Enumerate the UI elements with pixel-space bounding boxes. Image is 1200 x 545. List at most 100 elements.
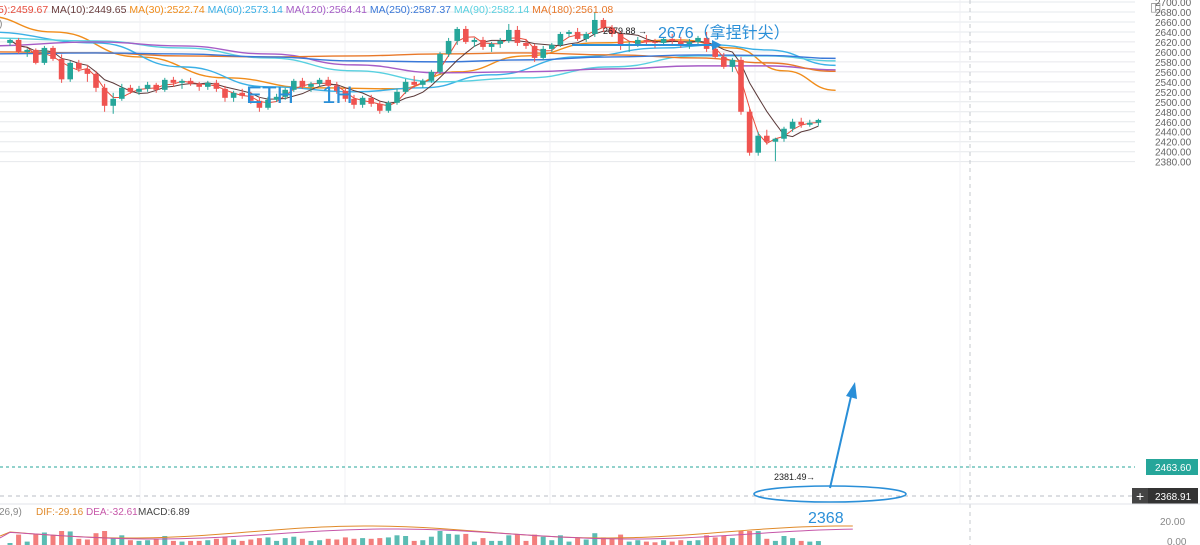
candle-body [635, 39, 641, 44]
macd-bar [506, 535, 512, 545]
price-axis[interactable]: 2700.002680.002660.002640.002620.002600.… [1155, 0, 1192, 169]
candle [617, 30, 624, 50]
candle-body [316, 79, 323, 84]
candle-body [308, 83, 314, 87]
macd-bar [454, 534, 460, 545]
legend-item-1: MA(10):2449.65 [51, 4, 129, 16]
candle [368, 94, 374, 107]
ma-line [0, 37, 836, 83]
macd-bar [67, 531, 73, 545]
macd-bar [575, 538, 581, 545]
candle [755, 131, 761, 156]
macd-bar [437, 531, 443, 545]
macd-bar [618, 534, 624, 545]
macd-bar [403, 536, 409, 545]
candle-body [230, 92, 237, 98]
candle-body [196, 83, 202, 87]
candle-body [24, 49, 30, 52]
candle-body [566, 31, 572, 34]
macd-bar [342, 537, 348, 545]
macd-bar [686, 540, 692, 545]
macd-bar [325, 538, 331, 545]
timeframe-label: 1H [322, 82, 353, 109]
candle [781, 126, 787, 142]
macd-bar [196, 540, 202, 545]
candle [566, 29, 572, 37]
candle [764, 129, 770, 145]
candle [153, 82, 159, 93]
macd-bar [798, 540, 804, 545]
macd-bar [489, 540, 495, 545]
legend-left-clip: ) [0, 18, 3, 30]
candle [488, 41, 495, 52]
candle-body [798, 121, 804, 125]
candle [385, 100, 392, 113]
macd-bar [360, 538, 366, 545]
candle [127, 84, 134, 94]
candle [592, 11, 598, 37]
candle [248, 91, 254, 104]
candle-body [764, 135, 770, 142]
plus-icon[interactable]: + [1136, 488, 1144, 504]
candle-body [394, 91, 400, 103]
candle-body [781, 128, 787, 139]
candle [325, 76, 331, 88]
candle [377, 100, 383, 114]
macd-bar [729, 538, 735, 545]
candle-body [256, 100, 263, 108]
macd-bar [592, 533, 598, 545]
grid [0, 0, 1135, 504]
macd-bar [50, 535, 56, 545]
candle-body [454, 28, 460, 41]
candle [119, 83, 125, 101]
candle-body [523, 42, 529, 46]
candle-body [755, 135, 761, 153]
candle [308, 81, 314, 92]
candle [394, 88, 400, 105]
legend-toggle-icon[interactable]: ◫ [1150, 0, 1161, 14]
macd-bar [377, 538, 383, 545]
candle-body [205, 82, 211, 87]
candle-body [291, 80, 297, 90]
candle [437, 51, 443, 74]
candle-body [359, 97, 366, 105]
candle-body [574, 31, 581, 39]
macd-bar [385, 537, 391, 545]
macd-bar [428, 536, 434, 545]
macd-bar [420, 540, 426, 545]
candlesticks [7, 11, 822, 162]
macd-bar [609, 538, 615, 545]
ma-line [0, 52, 836, 63]
candle [738, 56, 744, 115]
price-tick: 2420.00 [1155, 138, 1192, 149]
legend-item-5: MA(250):2587.37 [370, 4, 454, 16]
candle [729, 57, 736, 72]
candle-body [239, 92, 245, 96]
macd-bar [790, 538, 796, 545]
candle-body [76, 62, 82, 69]
candle-body [488, 43, 495, 47]
candle [50, 45, 56, 61]
candle-body [325, 79, 331, 86]
price-tick: 2400.00 [1155, 148, 1192, 159]
moving-average-lines [0, 16, 836, 145]
candle [798, 117, 804, 128]
candle [531, 43, 538, 62]
price-tick: 2620.00 [1155, 38, 1192, 49]
crosshair-plus-box[interactable] [1132, 488, 1148, 504]
candle-body [540, 48, 546, 58]
macd-bar [497, 540, 503, 545]
candle-body [609, 27, 615, 34]
macd-bar [626, 541, 632, 545]
macd-dea-line [0, 528, 853, 540]
candle-body [299, 80, 306, 87]
macd-bar [222, 536, 228, 545]
candle [428, 69, 435, 83]
candle [678, 36, 684, 48]
candle [807, 119, 813, 127]
candle-body [738, 59, 744, 112]
candle-body [84, 68, 91, 74]
candle-body [480, 39, 486, 47]
macd-bar [7, 543, 13, 545]
